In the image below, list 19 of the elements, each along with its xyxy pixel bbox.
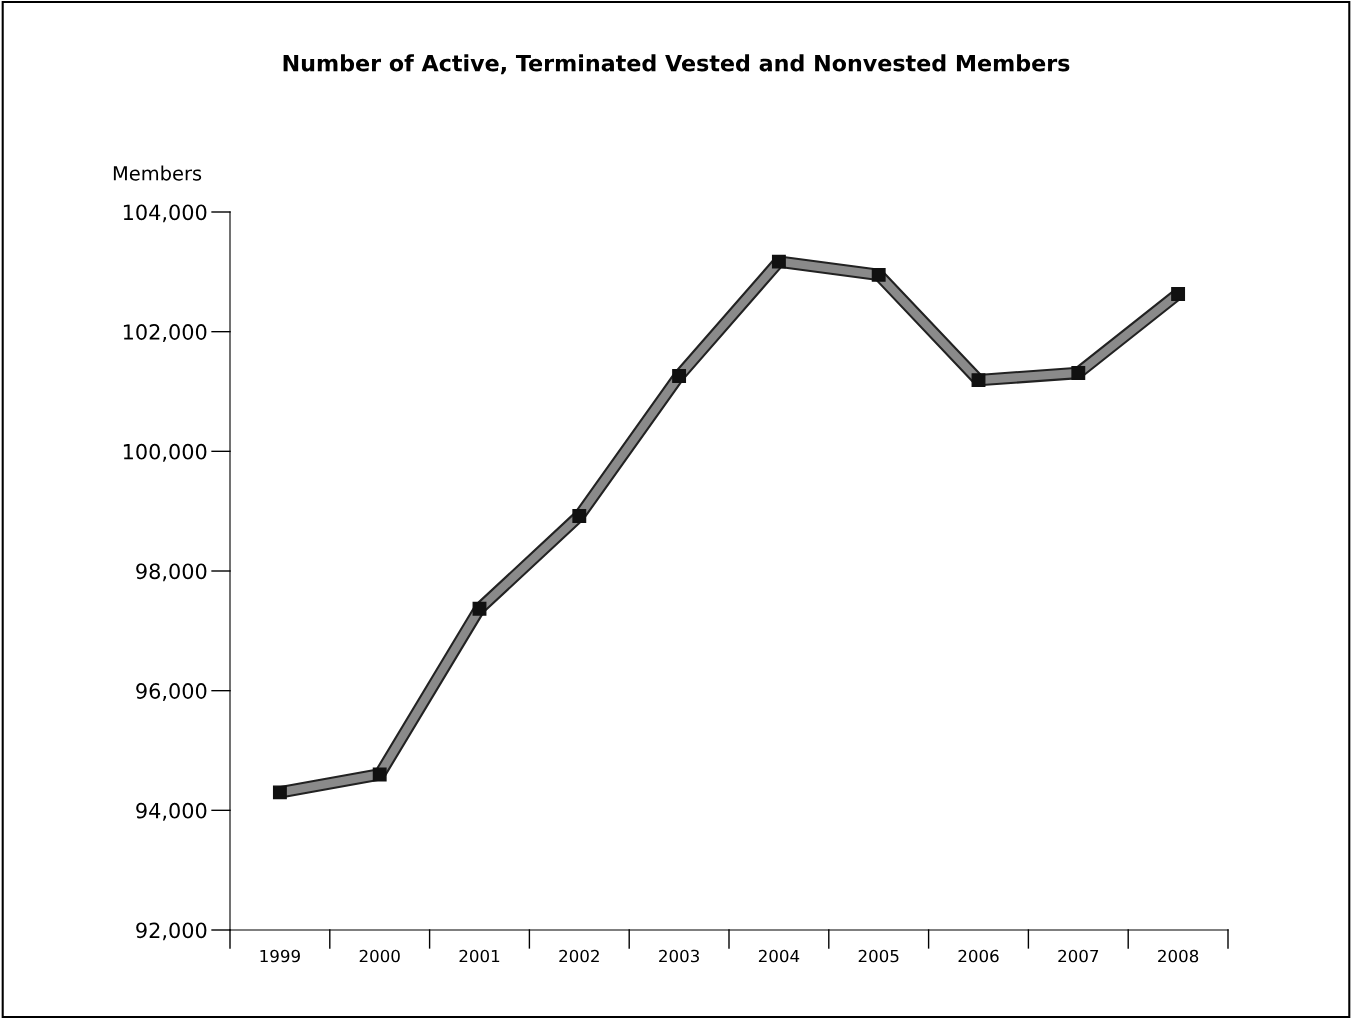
chart-title: Number of Active, Terminated Vested and Nonvested Members — [283, 54, 1070, 75]
y-tick-label: 102,000 — [123, 324, 207, 342]
x-tick-label: 2000 — [359, 949, 400, 963]
x-tick-label: 2001 — [459, 949, 500, 963]
x-tick-label: 2006 — [958, 949, 999, 963]
x-tick-label: 2002 — [559, 949, 599, 963]
x-tick-label: 2004 — [758, 949, 800, 963]
y-tick-label: 104,000 — [123, 204, 207, 223]
y-tick-label: 96,000 — [136, 683, 207, 701]
x-tick-label: 2007 — [1058, 949, 1099, 963]
x-tick-label: 2003 — [659, 949, 699, 963]
y-tick-label: 94,000 — [136, 802, 207, 821]
y-tick-label: 100,000 — [123, 443, 207, 462]
x-tick-label: 2008 — [1158, 949, 1199, 963]
y-tick-label: 92,000 — [136, 922, 207, 941]
x-tick-label: 1999 — [260, 949, 300, 963]
y-axis-title: Members — [113, 165, 202, 181]
y-tick-label: 98,000 — [136, 563, 207, 582]
x-tick-label: 2005 — [858, 949, 899, 963]
